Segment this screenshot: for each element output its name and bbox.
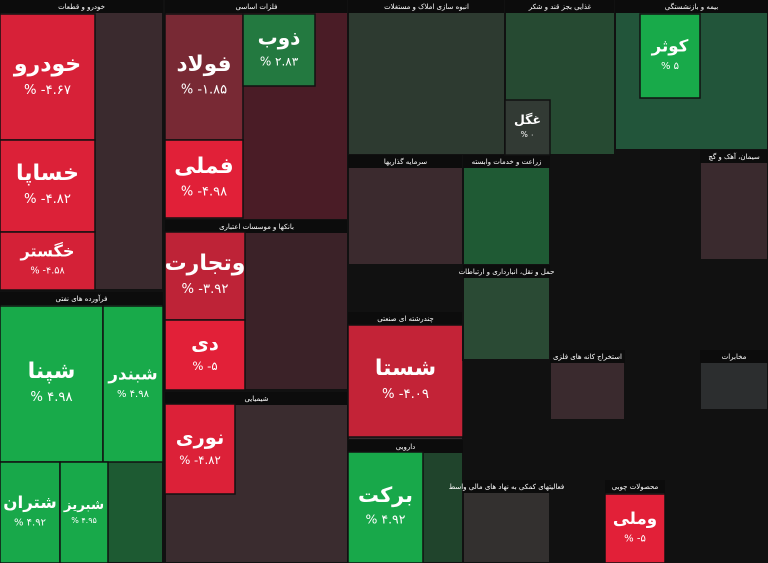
group-title: بانکها و موسسات اعتباری [219,223,294,231]
group-title: بیمه و بازنشستگی [665,2,718,11]
tile-change: % -۴.۰۹ [382,387,429,402]
group-title: دارویی [396,443,416,451]
group-title: محصولات چوبی [612,483,659,491]
group-title: فرآورده های نفتی [56,294,108,303]
tile-name: خودرو [13,52,81,77]
tile-name: خساپا [16,161,79,186]
tile-change: % ۴.۹۲ [366,512,406,527]
tile-name: نوری [176,426,225,449]
group-header [0,292,163,305]
tile [164,403,236,495]
tile [102,305,164,463]
group-area [462,154,551,266]
group-title: غذایی بجز قند و شکر [528,3,592,11]
tile-name: وملی [613,509,657,529]
tile-change: % ۴.۹۸ [117,389,150,400]
tile-name: شتران [3,493,56,513]
group-title: خودرو و قطعات [58,3,105,11]
tile-name: شستا [375,356,436,381]
tile-change: % -۵ [192,359,217,373]
group-header [165,220,348,233]
tile [164,13,244,141]
group-header [165,0,348,13]
tile-name: فولاد [177,52,232,77]
group-header [348,440,463,453]
group-title: فلزات اساسی [236,3,278,11]
tile [504,99,551,156]
tile [0,139,96,233]
tile-name: ذوب [258,26,301,50]
tile-name: کوثر [651,36,689,56]
tile [0,231,96,291]
tile-change: % -۴.۸۲ [179,453,220,467]
group-title: زراعت و خدمات وابسته [472,158,542,166]
tile [639,13,701,99]
group-title: فعالیتهای کمکی به نهاد های مالی واسط [449,483,565,491]
group-header [550,350,625,363]
tile-name: غگل [514,112,541,127]
tile-name: شپنا [28,359,76,384]
tile-change: % -۴.۶۷ [24,83,71,98]
tile-change: % -۱.۸۵ [181,83,227,98]
tile-change: % ۰ [521,130,535,139]
tile-name: شبریز [63,498,104,513]
group-header [605,480,665,493]
group-area [462,264,551,361]
group-title: چندرشته ای صنعتی [377,315,433,323]
group-title: استخراج کانه های فلزی [553,353,622,361]
group-title: انبوه سازی املاک و مستغلات [384,3,469,11]
tile [604,493,666,563]
group-area [347,0,506,156]
group-title: سیمان، آهک و گچ [708,152,760,161]
tile-change: % ۴.۹۲ [14,518,46,529]
group-header [463,265,550,278]
tile [0,305,104,463]
tile-change: % -۵ [624,534,646,545]
group-header [463,480,550,493]
tile-change: % -۳.۹۲ [182,282,229,297]
group-header [700,150,768,163]
tile [164,139,244,219]
group-header [505,0,615,13]
group-header [348,312,463,325]
group-header [0,0,163,13]
tile-change: % ۲.۸۳ [260,55,299,69]
group-title: سرمایه گذاریها [384,157,427,166]
tile [347,451,424,563]
group-header [615,0,768,13]
group-header [165,392,348,405]
tile-change: % -۴.۵۸ [30,266,64,277]
group-header [348,0,505,13]
tile [59,461,109,563]
group-title: شیمیایی [244,395,268,403]
tile [0,13,96,141]
tile [164,319,246,391]
tile-name: دی [191,332,219,355]
tile [0,461,61,563]
group-area [347,154,464,266]
group-title: مخابرات [722,353,747,361]
tile [347,324,464,438]
tile-change: % ۴.۹۸ [30,390,72,405]
group-area [699,149,768,261]
tile-change: % -۴.۸۲ [24,192,71,207]
group-title: حمل و نقل، انبارداری و ارتباطات [459,268,555,276]
tile-change: % ۵ [661,61,679,72]
tile [242,13,316,87]
tile-name: برکت [358,483,413,507]
tile [164,231,246,321]
tile-change: % -۴.۹۸ [181,185,227,200]
group-header [700,350,768,363]
group-header [463,155,550,168]
tile-name: شبندر [107,364,157,383]
tile-name: فملی [174,154,233,179]
group-header [348,155,463,168]
tile-change: % ۴.۹۵ [71,516,97,525]
tile-name: خگستر [20,242,75,261]
tile-name: وتجارت [165,251,246,276]
